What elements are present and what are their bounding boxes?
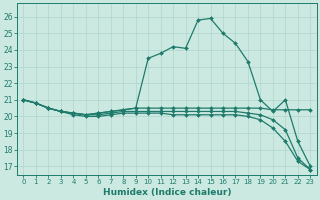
X-axis label: Humidex (Indice chaleur): Humidex (Indice chaleur) xyxy=(103,188,231,197)
